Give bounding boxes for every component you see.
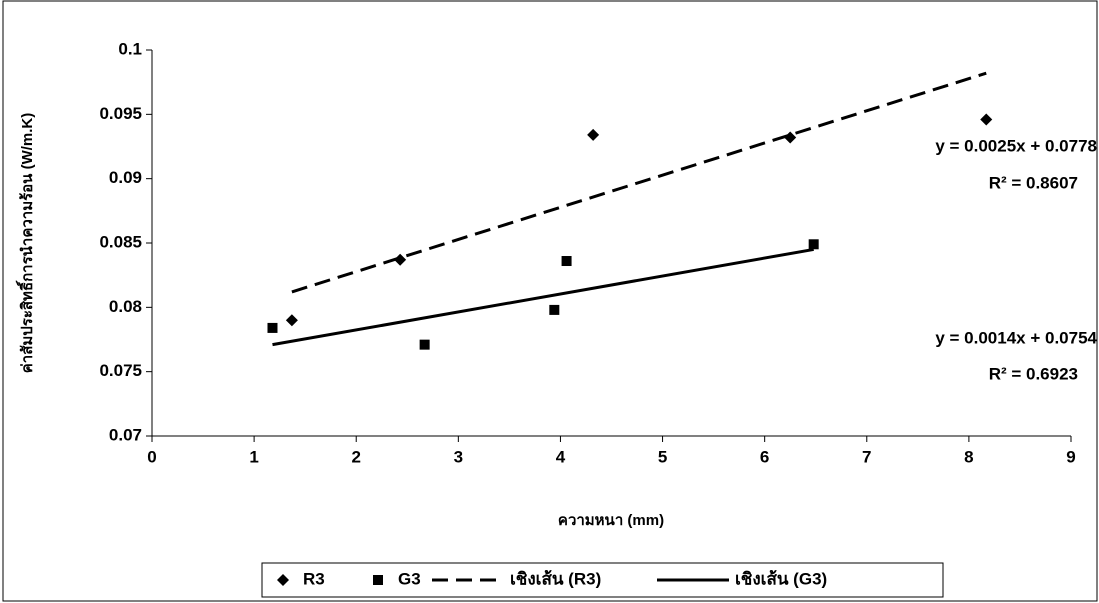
square-marker	[373, 575, 383, 585]
legend-label: เชิงเส้น (G3)	[735, 569, 827, 588]
annotation: y = 0.0025x + 0.0778	[935, 136, 1097, 155]
trend-line	[272, 247, 814, 347]
x-tick-label: 6	[760, 447, 769, 466]
square-marker	[549, 304, 560, 315]
square-marker	[561, 256, 572, 267]
y-tick-label: 0.075	[99, 361, 142, 380]
diamond-marker	[394, 253, 407, 266]
x-tick-label: 7	[862, 447, 871, 466]
square-marker	[419, 339, 430, 350]
diamond-marker	[277, 574, 289, 586]
diamond-marker	[285, 314, 298, 327]
x-tick-label: 5	[658, 447, 667, 466]
diamond-marker	[980, 113, 993, 126]
x-tick-label: 9	[1066, 447, 1075, 466]
y-tick-label: 0.08	[109, 297, 142, 316]
x-tick-label: 0	[147, 447, 156, 466]
square-marker	[267, 322, 278, 333]
y-tick-label: 0.09	[109, 168, 142, 187]
x-axis-label: ความหนา (mm)	[558, 512, 664, 529]
y-tick-label: 0.095	[99, 104, 142, 123]
x-tick-label: 8	[964, 447, 973, 466]
legend-label: R3	[303, 569, 325, 588]
x-tick-label: 1	[249, 447, 258, 466]
y-tick-label: 0.085	[99, 232, 142, 251]
diamond-marker	[587, 128, 600, 141]
y-axis-label: ค่าสัมประสิทธิ์การนำความร้อน (W/m.K)	[15, 113, 36, 373]
trend-line	[291, 71, 987, 294]
annotation: R² = 0.8607	[989, 173, 1078, 192]
legend-box	[261, 562, 944, 598]
legend-label: G3	[398, 569, 421, 588]
x-tick-label: 3	[454, 447, 463, 466]
square-marker	[808, 239, 819, 250]
x-tick-label: 2	[351, 447, 360, 466]
annotation: y = 0.0014x + 0.0754	[935, 328, 1097, 347]
y-tick-label: 0.07	[109, 425, 142, 444]
x-tick-label: 4	[556, 447, 566, 466]
legend-label: เชิงเส้น (R3)	[510, 569, 601, 588]
y-tick-label: 0.1	[118, 39, 142, 58]
annotation: R² = 0.6923	[989, 364, 1078, 383]
